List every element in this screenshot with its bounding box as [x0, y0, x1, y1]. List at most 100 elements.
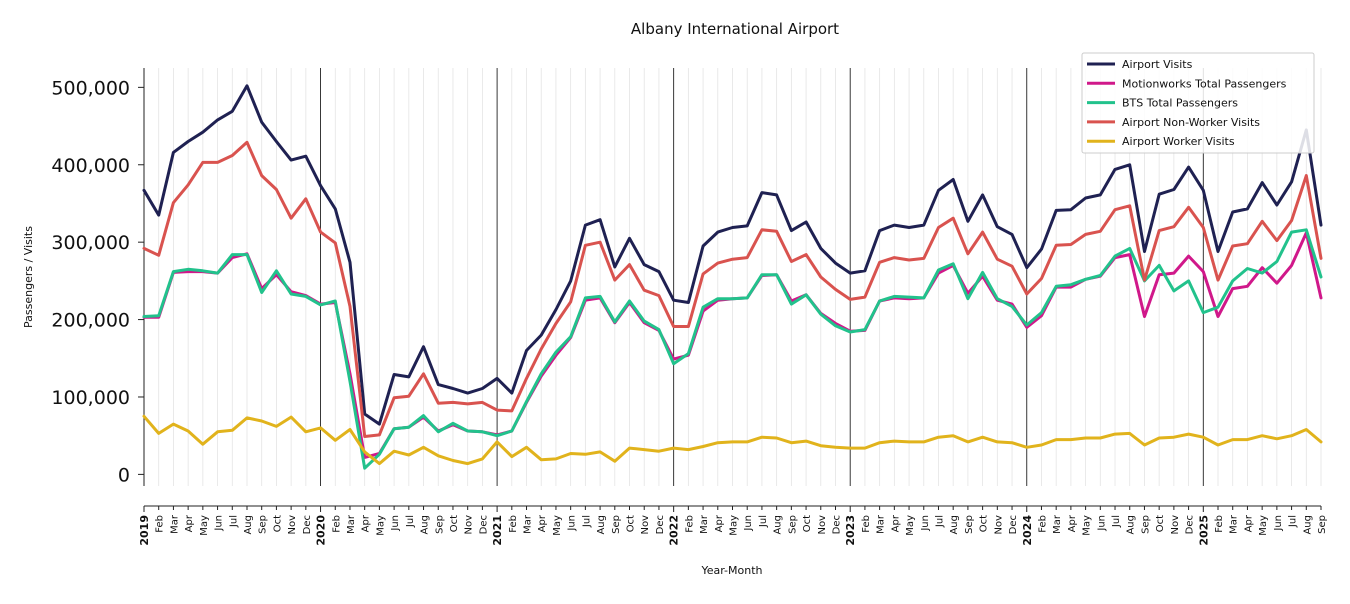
series-line-1 — [142, 84, 1323, 426]
x-tick-label-month: May — [1082, 515, 1093, 536]
x-tick-label-month: Nov — [993, 515, 1004, 535]
gridlines — [143, 68, 1322, 486]
x-tick-label-month: Aug — [420, 515, 431, 535]
x-tick-label-month: Jun — [920, 515, 931, 532]
x-tick-label-month: Feb — [155, 515, 166, 533]
legend-label: Motionworks Total Passengers — [1122, 77, 1287, 90]
x-tick-label-month: May — [199, 515, 210, 536]
x-tick-label-year: 2022 — [668, 515, 681, 546]
x-tick-label-month: Oct — [449, 515, 460, 532]
x-tick-label-month: Mar — [346, 514, 357, 534]
x-tick-label-month: Dec — [1008, 515, 1019, 534]
x-tick-label-month: May — [552, 515, 563, 536]
x-tick-label-month: Aug — [949, 515, 960, 535]
x-tick-label-month: Jul — [1288, 515, 1299, 528]
chart-title: Albany International Airport — [631, 20, 839, 38]
y-tick-label: 100,000 — [51, 387, 130, 409]
x-tick-label-month: Feb — [1214, 515, 1225, 533]
x-tick-label-month: May — [729, 515, 740, 536]
x-tick-label-month: Jul — [1111, 515, 1122, 528]
x-tick-label-month: Nov — [817, 515, 828, 535]
x-tick-label-month: Jun — [1273, 515, 1284, 532]
x-tick-label-month: Jun — [214, 515, 225, 532]
x-tick-label-month: Feb — [331, 515, 342, 533]
x-tick-label-month: Aug — [243, 515, 254, 535]
x-tick-label-year: 2023 — [844, 515, 857, 546]
axes: 0 100,000 200,000 300,000 400,000 500,000 2019… — [51, 68, 1328, 546]
x-tick-label-month: Sep — [964, 515, 975, 534]
x-tick-label-month: Aug — [773, 515, 784, 535]
x-tick-label-month: Jul — [581, 515, 592, 528]
y-axis-label: Passengers / Visits — [22, 226, 35, 328]
y-tick-label: 500,000 — [51, 77, 130, 99]
x-tick-label-month: Jun — [567, 515, 578, 532]
x-tick-label-month: Nov — [640, 515, 651, 535]
x-axis-label: Year-Month — [700, 564, 762, 577]
x-tick-label-year: 2021 — [491, 515, 504, 546]
legend: Airport Visits Motionworks Total Passenge… — [1081, 52, 1315, 154]
x-tick-label-month: Sep — [1317, 515, 1328, 534]
legend-box — [1081, 52, 1315, 154]
legend-label: Airport Non-Worker Visits — [1122, 116, 1260, 129]
x-tick-label-month: Aug — [1302, 515, 1313, 535]
series-lines — [142, 84, 1323, 470]
x-tick-label-month: Mar — [1229, 514, 1240, 534]
x-tick-label-month: Oct — [802, 515, 813, 532]
x-tick-label-month: Dec — [478, 515, 489, 534]
y-tick-label: 400,000 — [51, 155, 130, 177]
x-tick-label-month: Sep — [434, 515, 445, 534]
x-tick-label-month: Sep — [787, 515, 798, 534]
legend-label: Airport Worker Visits — [1122, 135, 1235, 148]
x-tick-label-month: Jul — [405, 515, 416, 528]
x-tick-label-month: Dec — [831, 515, 842, 534]
x-tick-label-month: Oct — [626, 515, 637, 532]
series-line-5 — [142, 414, 1323, 466]
y-tick-label: 200,000 — [51, 310, 130, 332]
x-tick-label-month: Dec — [1185, 515, 1196, 534]
x-tick-label-month: Feb — [684, 515, 695, 533]
x-tick-label-month: Oct — [1155, 515, 1166, 532]
x-tick-label-month: May — [1258, 515, 1269, 536]
x-tick-label-month: Mar — [1052, 514, 1063, 534]
x-tick-label-month: Apr — [1243, 514, 1254, 532]
series-line-4 — [142, 140, 1323, 438]
x-tick-label-month: Apr — [537, 514, 548, 532]
x-tick-label-year: 2020 — [315, 515, 328, 546]
x-tick-label-month: Apr — [361, 514, 372, 532]
y-tick-label: 300,000 — [51, 232, 130, 254]
x-tick-label-month: Sep — [258, 515, 269, 534]
x-tick-label-month: Sep — [611, 515, 622, 534]
x-tick-label-month: Feb — [1037, 515, 1048, 533]
x-tick-label-month: Oct — [272, 515, 283, 532]
x-tick-label-month: Sep — [1140, 515, 1151, 534]
x-tick-label-month: Oct — [979, 515, 990, 532]
x-tick-label-month: Mar — [876, 514, 887, 534]
x-tick-label-month: Apr — [714, 514, 725, 532]
x-tick-label-month: Mar — [699, 514, 710, 534]
x-tick-label-month: Jul — [228, 515, 239, 528]
x-tick-label-month: Mar — [169, 514, 180, 534]
x-tick-label-month: Nov — [287, 515, 298, 535]
series-line-3 — [142, 228, 1323, 470]
x-tick-label-month: Aug — [1126, 515, 1137, 535]
x-tick-label-month: Apr — [1067, 514, 1078, 532]
x-tick-label-year: 2025 — [1197, 515, 1210, 546]
x-tick-label-month: Jun — [390, 515, 401, 532]
y-tick-label: 0 — [118, 464, 130, 486]
x-tick-label-month: Jun — [743, 515, 754, 532]
x-tick-label-month: Jul — [758, 515, 769, 528]
x-tick-label-month: Nov — [464, 515, 475, 535]
x-tick-label-month: May — [375, 515, 386, 536]
x-tick-label-month: Apr — [184, 514, 195, 532]
legend-label: Airport Visits — [1122, 58, 1193, 71]
legend-label: BTS Total Passengers — [1122, 97, 1238, 110]
x-tick-label-month: Nov — [1170, 515, 1181, 535]
x-tick-label-year: 2024 — [1021, 515, 1034, 546]
x-tick-label-month: Apr — [890, 514, 901, 532]
x-tick-label-month: Jul — [934, 515, 945, 528]
x-tick-label-month: Feb — [861, 515, 872, 533]
x-tick-label-year: 2019 — [138, 515, 151, 546]
x-tick-label-month: Dec — [655, 515, 666, 534]
